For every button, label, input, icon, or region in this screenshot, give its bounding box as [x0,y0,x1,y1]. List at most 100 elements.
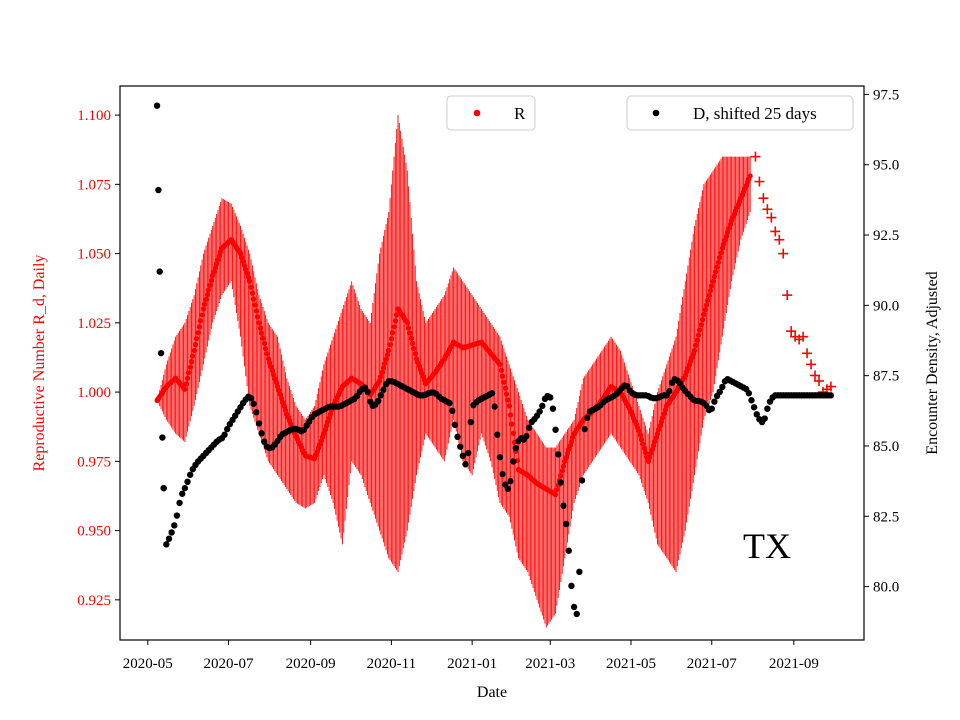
r-point [198,318,204,324]
d-point [562,520,570,528]
r-point [727,221,733,227]
right-y-tick-label: 80.0 [873,580,899,596]
d-point [573,610,580,618]
r-point [266,360,273,366]
r-projected-point [774,234,785,245]
d-point [165,535,173,542]
r-point [560,463,567,469]
r-point [646,454,653,460]
x-tick-label: 2021-05 [606,656,656,672]
legend-d: D, shifted 25 days [626,95,854,131]
d-point [156,268,163,275]
r-point [255,314,261,320]
r-point [718,250,724,256]
r-point [649,446,655,453]
r-projected-point [762,204,773,215]
r-point [256,320,262,326]
r-point [642,450,649,456]
d-point [523,432,530,440]
r-point [711,273,718,280]
r-point [277,391,283,398]
d-point [250,400,257,407]
r-point [562,458,568,464]
d-point [491,403,498,410]
r-point [636,428,642,434]
d-point [507,477,514,485]
r-point [637,432,643,438]
r-point [558,472,564,479]
r-point [503,391,510,397]
d-point [467,418,475,426]
r-point [404,320,410,326]
x-tick-label: 2020-07 [204,656,254,672]
r-point [186,370,192,376]
d-point [176,499,183,507]
r-point [554,487,560,493]
r-point [383,356,389,362]
d-point [750,404,758,411]
d-point [666,387,673,395]
r-point [702,307,708,313]
r-point [407,330,413,336]
d-point [157,349,165,357]
d-point [221,431,228,438]
r-point [506,403,512,409]
d-point [764,405,771,412]
r-point [321,431,327,437]
r-point [322,427,328,433]
d-point [570,603,578,611]
x-tick-label: 2021-07 [687,656,737,672]
x-tick-label: 2021-01 [447,656,497,672]
r-point [662,407,669,413]
r-point [208,277,214,284]
d-point [449,407,456,415]
x-tick-label: 2020-05 [123,656,173,672]
right-y-axis-title: Encounter Density, Adjusted [924,271,941,454]
r-point [726,225,732,231]
r-point [691,347,698,354]
state-label: TX [743,526,791,566]
r-point [411,345,417,352]
left-y-tick-label: 0.975 [77,454,111,470]
r-point [215,257,221,263]
r-point [502,385,508,391]
right-y-tick-label: 95.0 [873,158,899,174]
legend-r: R [446,95,536,131]
d-point [504,485,512,493]
r-point [694,337,700,343]
r-point [499,373,506,379]
r-point [183,381,189,387]
r-point [657,423,663,429]
r-point [199,312,205,318]
d-point [488,390,496,397]
r-point [640,441,646,447]
r-point [723,233,729,239]
right-y-tick-label: 97.5 [873,87,899,103]
r-point [391,324,397,330]
r-point [270,372,277,378]
d-point [181,484,189,492]
d-point [462,461,469,468]
d-point [578,477,586,484]
r-projected-point [806,359,817,370]
r-point [648,450,654,457]
r-point [695,332,702,338]
r-point [323,423,330,429]
r-point [705,297,711,303]
r-point [709,283,715,289]
d-point [247,394,255,402]
r-point [202,301,208,307]
r-point [191,347,197,354]
d-point [459,452,467,460]
r-projected-point [825,381,836,392]
r-point [390,330,396,336]
x-tick-label: 2020-11 [367,656,416,672]
r-point [210,273,216,279]
d-point [748,397,755,404]
r-point [248,284,254,290]
r-point [645,458,651,464]
r-point [216,253,222,259]
r-point [552,491,559,498]
x-tick-label: 2021-03 [525,656,575,672]
r-point [384,352,391,358]
